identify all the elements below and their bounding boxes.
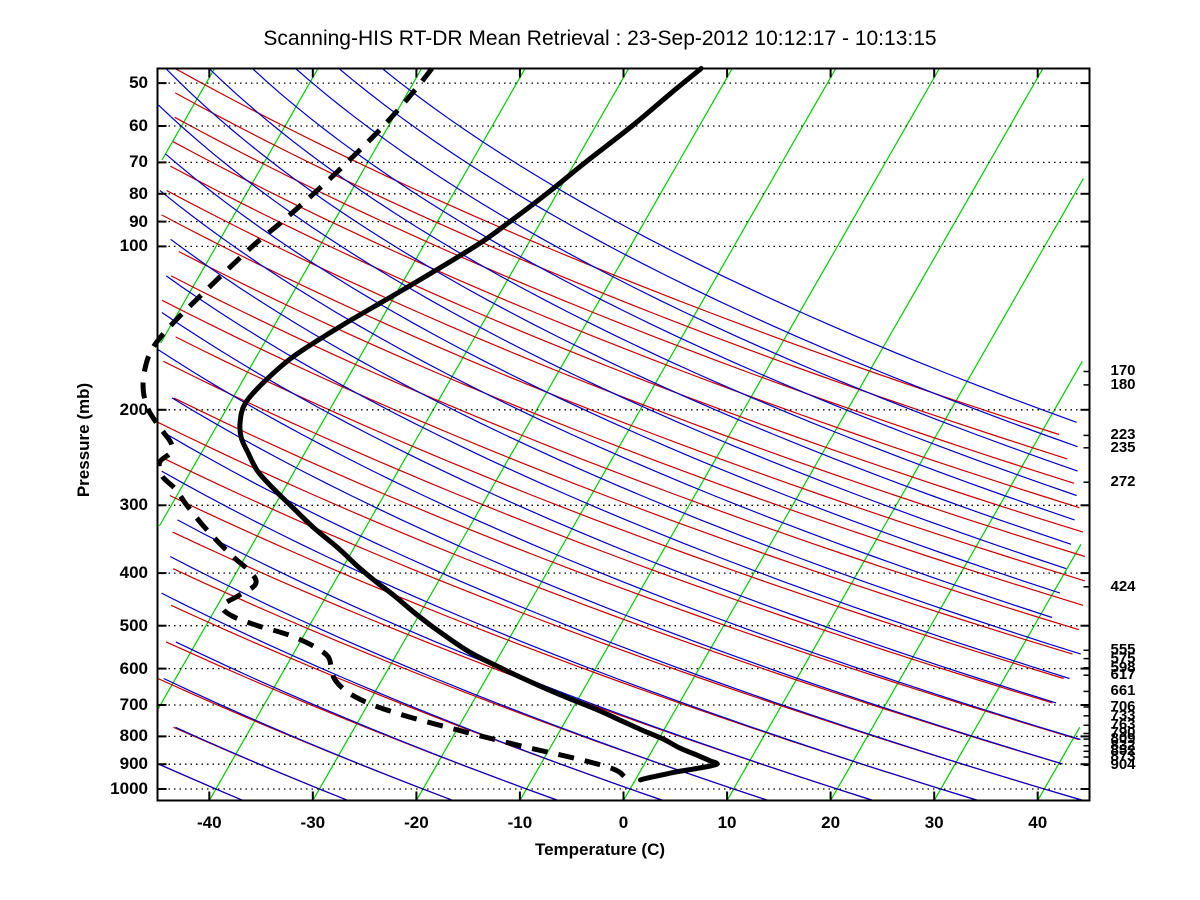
right-level-label: 617 — [1110, 666, 1136, 684]
temperature-profile-curve — [237, 66, 720, 783]
page-title: Scanning-HIS RT-DR Mean Retrieval : 23-S… — [263, 27, 937, 50]
dewpoint-profile-curve — [140, 66, 627, 779]
isotherm-lines — [157, 68, 1085, 801]
right-level-label: 424 — [1110, 577, 1136, 595]
y-tick-label: 50 — [129, 73, 148, 93]
y-tick-label: 100 — [119, 236, 148, 256]
x-axis-title: Temperature (C) — [534, 840, 666, 859]
y-tick-label: 600 — [119, 658, 148, 678]
right-level-label: 555 — [1110, 641, 1136, 659]
right-level-label: 661 — [1110, 682, 1136, 700]
y-tick-label: 700 — [119, 694, 148, 714]
right-level-label: 598 — [1110, 658, 1136, 676]
x-tick-label: -40 — [196, 812, 222, 832]
y-tick-label: 400 — [119, 563, 148, 583]
x-tick-label: 20 — [821, 812, 841, 832]
axis-tick-marks — [157, 68, 1090, 801]
dry-adiabat-lines — [157, 67, 1086, 802]
x-tick-label: -10 — [507, 812, 533, 832]
y-tick-label: 1000 — [110, 779, 148, 798]
right-level-label: 706 — [1110, 697, 1136, 715]
right-level-label: 904 — [1110, 756, 1136, 774]
x-tick-label: 10 — [717, 812, 737, 832]
y-tick-label: 70 — [129, 152, 148, 172]
y-tick-label: 800 — [119, 726, 148, 746]
moist-adiabat-lines — [156, 68, 1084, 802]
y-tick-label: 200 — [119, 399, 148, 419]
right-level-label: 763 — [1110, 716, 1136, 734]
x-tick-label: -20 — [404, 812, 429, 832]
y-tick-label: 90 — [129, 211, 148, 231]
right-level-label: 180 — [1110, 375, 1136, 393]
x-tick-label: 30 — [924, 812, 944, 832]
right-level-label: 873 — [1110, 747, 1136, 765]
x-tick-label: 40 — [1028, 812, 1048, 832]
right-level-label: 170 — [1110, 362, 1136, 380]
y-tick-label: 80 — [129, 183, 148, 203]
sounding-curves — [140, 66, 720, 783]
right-level-label: 852 — [1110, 742, 1136, 760]
right-level-label: 832 — [1110, 736, 1136, 754]
y-tick-label: 500 — [119, 615, 148, 635]
y-tick-label: 60 — [129, 116, 148, 136]
right-level-label: 575 — [1110, 649, 1136, 667]
pressure-gridlines — [157, 82, 1090, 790]
right-level-label: 235 — [1110, 438, 1136, 456]
right-level-label: 733 — [1110, 706, 1136, 724]
y-tick-label: 300 — [119, 495, 148, 515]
plot-frame — [156, 67, 1091, 802]
x-tick-label: 0 — [618, 812, 629, 832]
right-level-label: 223 — [1110, 426, 1136, 444]
right-level-label: 272 — [1110, 473, 1136, 491]
x-tick-label: -30 — [300, 812, 326, 832]
y-tick-label: 900 — [119, 754, 148, 774]
right-level-label: 809 — [1110, 730, 1136, 748]
right-level-label: 790 — [1110, 724, 1136, 742]
